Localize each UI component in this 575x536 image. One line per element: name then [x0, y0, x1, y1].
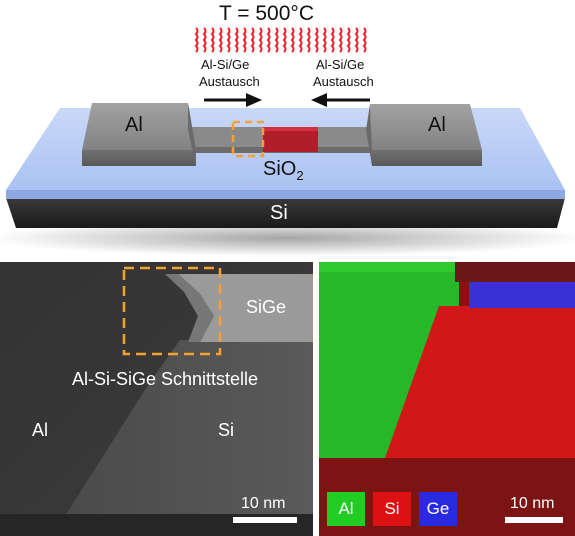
si-substrate — [6, 198, 565, 228]
pad-right-label: Al — [428, 114, 446, 136]
eds-al-region — [319, 262, 459, 458]
sio2-edge — [6, 190, 565, 199]
heat-wave — [218, 27, 223, 53]
tem-scalebar — [233, 517, 297, 523]
arrow-right-head — [246, 93, 262, 107]
tem-sige-region — [178, 274, 313, 342]
exchange-label-right-1: Al-Si/Ge — [316, 57, 365, 72]
heat-wave — [330, 27, 335, 53]
oxide-label-main: SiO — [263, 158, 297, 180]
heat-wave — [250, 27, 255, 53]
al-pad-left — [82, 103, 196, 150]
heat-wave — [322, 27, 327, 53]
heat-wave — [338, 27, 343, 53]
eds-si-region — [385, 306, 575, 458]
exchange-label-right-2: Austausch — [313, 74, 374, 89]
legend-al: Al — [327, 492, 365, 526]
tem-interface-label: Al-Si-SiGe Schnittstelle — [72, 369, 259, 389]
temperature-label: T = 500°C — [219, 2, 314, 25]
tem-interface-edge — [165, 274, 214, 342]
heat-wave — [202, 27, 207, 53]
sige-segment-highlight — [263, 127, 318, 131]
eds-scalebar-label: 10 nm — [510, 495, 555, 512]
tem-image-panel: SiGe Al-Si-SiGe Schnittstelle Al Si 10 n… — [0, 262, 313, 536]
al-pad-left-front — [82, 150, 196, 166]
shadow — [0, 220, 575, 256]
al-pad-right — [370, 104, 482, 150]
heat-wave — [354, 27, 359, 53]
tem-scalebar-label: 10 nm — [241, 495, 286, 512]
heat-wave — [290, 27, 295, 53]
tem-si-region — [60, 340, 313, 524]
heat-wave — [346, 27, 351, 53]
heat-wave — [298, 27, 303, 53]
heat-wave — [314, 27, 319, 53]
heat-wave — [266, 27, 271, 53]
legend-si: Si — [373, 492, 411, 526]
heat-wave — [258, 27, 263, 53]
heat-wave — [362, 27, 367, 53]
eds-map — [319, 262, 575, 536]
heat-wave — [234, 27, 239, 53]
device-schematic: T = 500°C Al-Si/Ge Austausch Al-Si/Ge Au… — [0, 0, 575, 258]
legend-ge: Ge — [419, 492, 457, 526]
tem-si-label: Si — [218, 420, 235, 440]
eds-scalebar — [505, 517, 563, 523]
tem-highlight-box — [122, 266, 222, 356]
eds-ge-top — [455, 262, 575, 282]
eds-ge-region — [469, 282, 575, 308]
heat-icon — [194, 27, 367, 53]
exchange-label-left-2: Austausch — [199, 74, 260, 89]
heat-wave — [274, 27, 279, 53]
interface-highlight-box — [231, 120, 265, 158]
heat-wave — [282, 27, 287, 53]
eds-al-top — [319, 262, 459, 272]
tem-al-label: Al — [32, 420, 49, 440]
al-pad-left-side — [188, 103, 196, 166]
heat-wave — [306, 27, 311, 53]
legend-ge-label: Ge — [426, 499, 450, 518]
heat-wave — [226, 27, 231, 53]
schematic-drawing — [0, 27, 575, 256]
heat-wave — [210, 27, 215, 53]
pad-left-label: Al — [125, 114, 143, 136]
arrow-left-head — [311, 93, 327, 107]
legend-al-label: Al — [338, 499, 354, 518]
substrate-label: Si — [270, 202, 288, 224]
oxide-label: SiO2 — [263, 158, 304, 183]
sige-segment — [263, 127, 318, 152]
legend-si-label: Si — [384, 499, 400, 518]
heat-wave — [194, 27, 199, 53]
al-pad-right-side — [366, 104, 372, 166]
al-pad-right-front — [372, 150, 482, 166]
exchange-label-left-1: Al-Si/Ge — [201, 57, 250, 72]
heat-wave — [242, 27, 247, 53]
oxide-label-sub: 2 — [296, 168, 304, 183]
tem-image — [0, 262, 313, 536]
eds-map-panel: 10 nm — [319, 262, 575, 536]
tem-sige-label: SiGe — [246, 297, 287, 317]
